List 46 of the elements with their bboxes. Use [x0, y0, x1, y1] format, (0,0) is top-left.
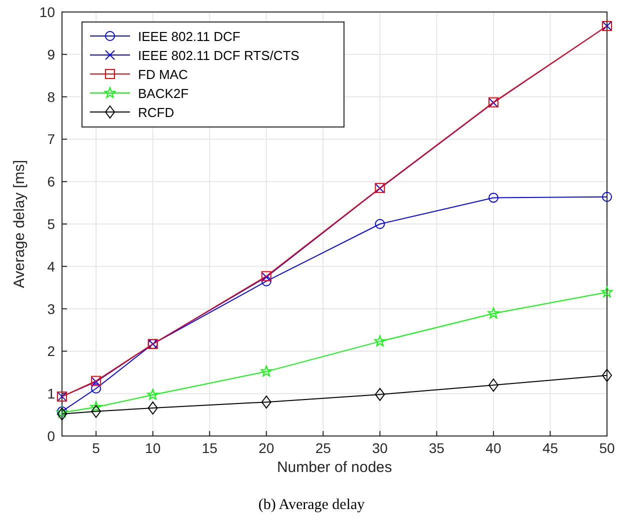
x-tick-label: 45 — [542, 440, 558, 456]
point — [374, 219, 385, 229]
x-tick-label: 35 — [428, 440, 445, 456]
point — [90, 401, 102, 412]
y-tick-label: 2 — [47, 343, 56, 360]
x-tick-label: 30 — [372, 440, 388, 456]
point — [261, 276, 272, 286]
x-tick-label: 20 — [258, 440, 274, 456]
legend-label: BACK2F — [138, 86, 189, 101]
y-tick-label: 5 — [47, 216, 56, 232]
point — [147, 388, 159, 400]
point — [488, 378, 498, 392]
legend-label: IEEE 802.11 DCF — [138, 29, 240, 44]
y-tick-label: 7 — [47, 131, 56, 148]
legend-label: FD MAC — [138, 67, 188, 82]
y-tick-label: 9 — [47, 46, 56, 62]
legend-label: IEEE 802.11 DCF RTS/CTS — [138, 48, 300, 63]
x-tick-label: 25 — [315, 440, 332, 456]
point — [602, 192, 612, 202]
y-tick-label: 6 — [47, 174, 56, 190]
y-tick-label: 10 — [39, 4, 56, 20]
y-tick-label: 1 — [47, 386, 56, 402]
point — [374, 335, 386, 346]
x-tick-label: 40 — [486, 440, 502, 456]
point — [601, 286, 613, 298]
point — [91, 384, 102, 394]
point — [261, 396, 272, 409]
y-tick-label: 0 — [47, 428, 56, 444]
point — [148, 402, 158, 415]
point — [488, 307, 500, 318]
x-tick-label: 50 — [599, 440, 615, 456]
x-axis-title: Number of nodes — [276, 459, 392, 476]
point — [488, 192, 498, 203]
point — [602, 368, 612, 382]
point — [374, 388, 385, 401]
y-axis-title: Average delay [ms] — [11, 160, 28, 288]
y-tick-label: 4 — [47, 258, 56, 274]
y-tick-label: 8 — [47, 88, 56, 105]
legend-label: RCFD — [138, 105, 174, 120]
point — [260, 366, 272, 376]
x-tick-label: 10 — [145, 440, 161, 456]
x-tick-label: 5 — [92, 440, 100, 456]
text: (b) Average delay — [258, 497, 366, 513]
y-tick-label: 3 — [47, 300, 56, 317]
point — [91, 404, 102, 418]
x-tick-label: 15 — [202, 440, 218, 456]
